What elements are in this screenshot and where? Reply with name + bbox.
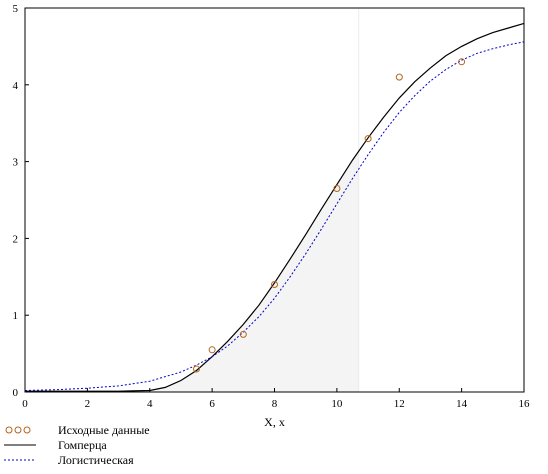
y-tick-label: 1	[13, 310, 19, 322]
x-tick-label: 4	[147, 398, 153, 410]
x-tick-label: 10	[331, 398, 343, 410]
data-point	[364, 135, 372, 143]
legend-marker	[23, 426, 31, 434]
data-point	[239, 330, 247, 338]
x-tick-label: 2	[85, 398, 91, 410]
x-tick-label: 6	[209, 398, 215, 410]
gompertz-curve	[25, 22, 525, 392]
data-point	[458, 58, 466, 66]
data-point-layer	[193, 58, 466, 373]
x-tick-label: 16	[519, 398, 531, 410]
legend-marker	[14, 426, 22, 434]
y-tick-label: 5	[13, 3, 19, 15]
data-point	[193, 365, 200, 373]
y-tick-layer: 0 1 2 3 4 5	[13, 3, 29, 399]
shaded-region-layer	[25, 9, 360, 392]
data-point	[395, 73, 403, 81]
legend-label: Логистическая	[58, 453, 134, 467]
legend-marker	[5, 426, 13, 434]
shaded-region	[25, 151, 359, 392]
x-tick-label: 12	[394, 398, 405, 410]
x-tick-label: 0	[22, 398, 28, 410]
y-tick-label: 0	[13, 387, 19, 399]
curve-layer	[24, 22, 525, 392]
x-axis-title: X, x	[264, 415, 285, 429]
data-point	[333, 185, 341, 192]
y-tick-label: 2	[13, 233, 19, 245]
legend-label: Исходные данные	[58, 423, 150, 437]
legend-label: Гомперца	[58, 438, 107, 452]
y-tick-label: 3	[13, 157, 19, 169]
x-tick-label: 8	[272, 398, 278, 410]
y-tick-label: 4	[13, 80, 19, 92]
data-point	[271, 281, 278, 288]
x-tick-label: 14	[456, 398, 468, 410]
logistic-curve	[24, 41, 525, 391]
data-point	[208, 346, 216, 354]
x-tick-layer: 0 2 4 6 8 10 12 14 16	[22, 388, 530, 410]
